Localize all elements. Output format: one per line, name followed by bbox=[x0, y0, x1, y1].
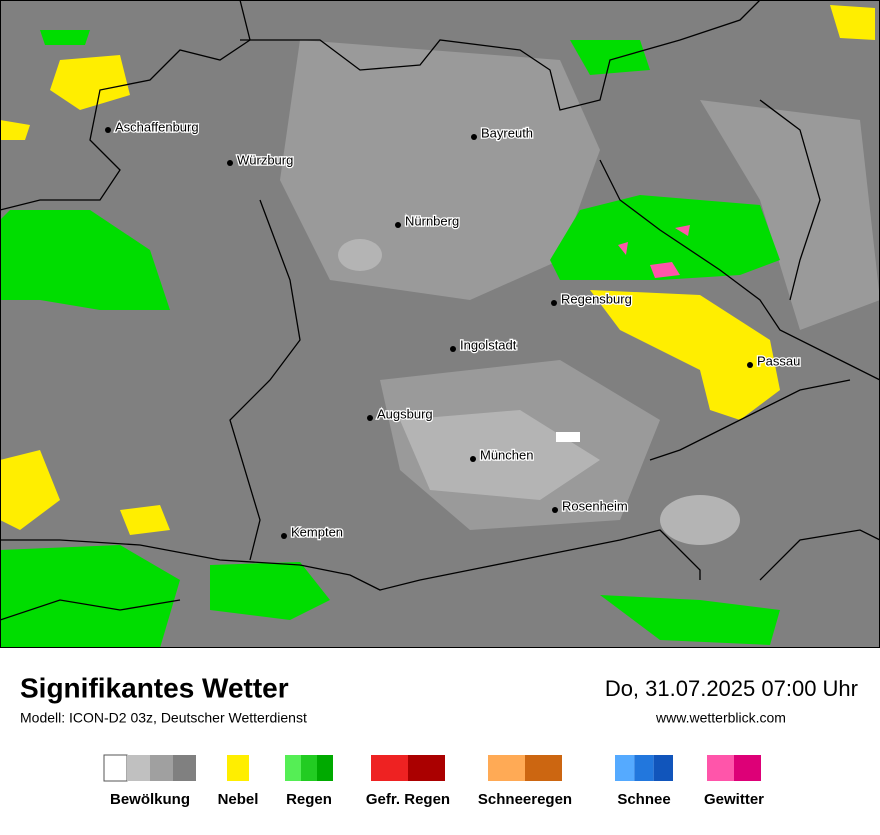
model-info: Modell: ICON-D2 03z, Deutscher Wetterdie… bbox=[20, 710, 307, 726]
map: Aschaffenburg Würzburg Bayreuth Nürnberg… bbox=[0, 0, 880, 648]
city-label: Nürnberg bbox=[405, 213, 459, 228]
city-label: Augsburg bbox=[377, 406, 433, 421]
title: Signifikantes Wetter bbox=[20, 672, 289, 703]
legend-swatch bbox=[317, 755, 333, 781]
legend-label: Gewitter bbox=[704, 791, 764, 808]
legend-label: Gefr. Regen bbox=[366, 791, 450, 808]
city-label: Kempten bbox=[291, 524, 343, 539]
city-label: Rosenheim bbox=[562, 498, 628, 513]
website: www.wetterblick.com bbox=[655, 710, 786, 726]
legend-swatch bbox=[615, 755, 635, 781]
legend-swatch bbox=[371, 755, 408, 781]
legend-swatch bbox=[525, 755, 562, 781]
legend-swatch bbox=[301, 755, 317, 781]
city-label: Passau bbox=[757, 353, 800, 368]
legend-swatch bbox=[150, 755, 173, 781]
legend-label: Schnee bbox=[617, 791, 670, 808]
legend-label: Bewölkung bbox=[110, 791, 190, 808]
legend-swatch bbox=[488, 755, 525, 781]
legend-label: Regen bbox=[286, 791, 332, 808]
city-label: Regensburg bbox=[561, 291, 632, 306]
city-label: Ingolstadt bbox=[460, 337, 517, 352]
legend-swatch bbox=[227, 755, 249, 781]
legend-swatch bbox=[103, 754, 128, 782]
legend-swatch bbox=[408, 755, 445, 781]
legend-swatch bbox=[734, 755, 761, 781]
legend-swatch bbox=[653, 755, 673, 781]
legend-swatch bbox=[285, 755, 301, 781]
legend: Bewölkung Nebel Regen Gefr. Regen Schneerege… bbox=[103, 754, 764, 808]
city-label: Würzburg bbox=[237, 152, 293, 167]
city-label: München bbox=[480, 447, 533, 462]
datetime: Do, 31.07.2025 07:00 Uhr bbox=[605, 676, 858, 701]
city-label: Aschaffenburg bbox=[115, 119, 199, 134]
legend-swatch bbox=[634, 755, 654, 781]
city-label: Bayreuth bbox=[481, 125, 533, 140]
legend-label: Schneeregen bbox=[478, 791, 572, 808]
legend-swatch bbox=[707, 755, 734, 781]
legend-label: Nebel bbox=[218, 791, 259, 808]
legend-swatch bbox=[127, 755, 150, 781]
legend-swatch bbox=[173, 755, 196, 781]
